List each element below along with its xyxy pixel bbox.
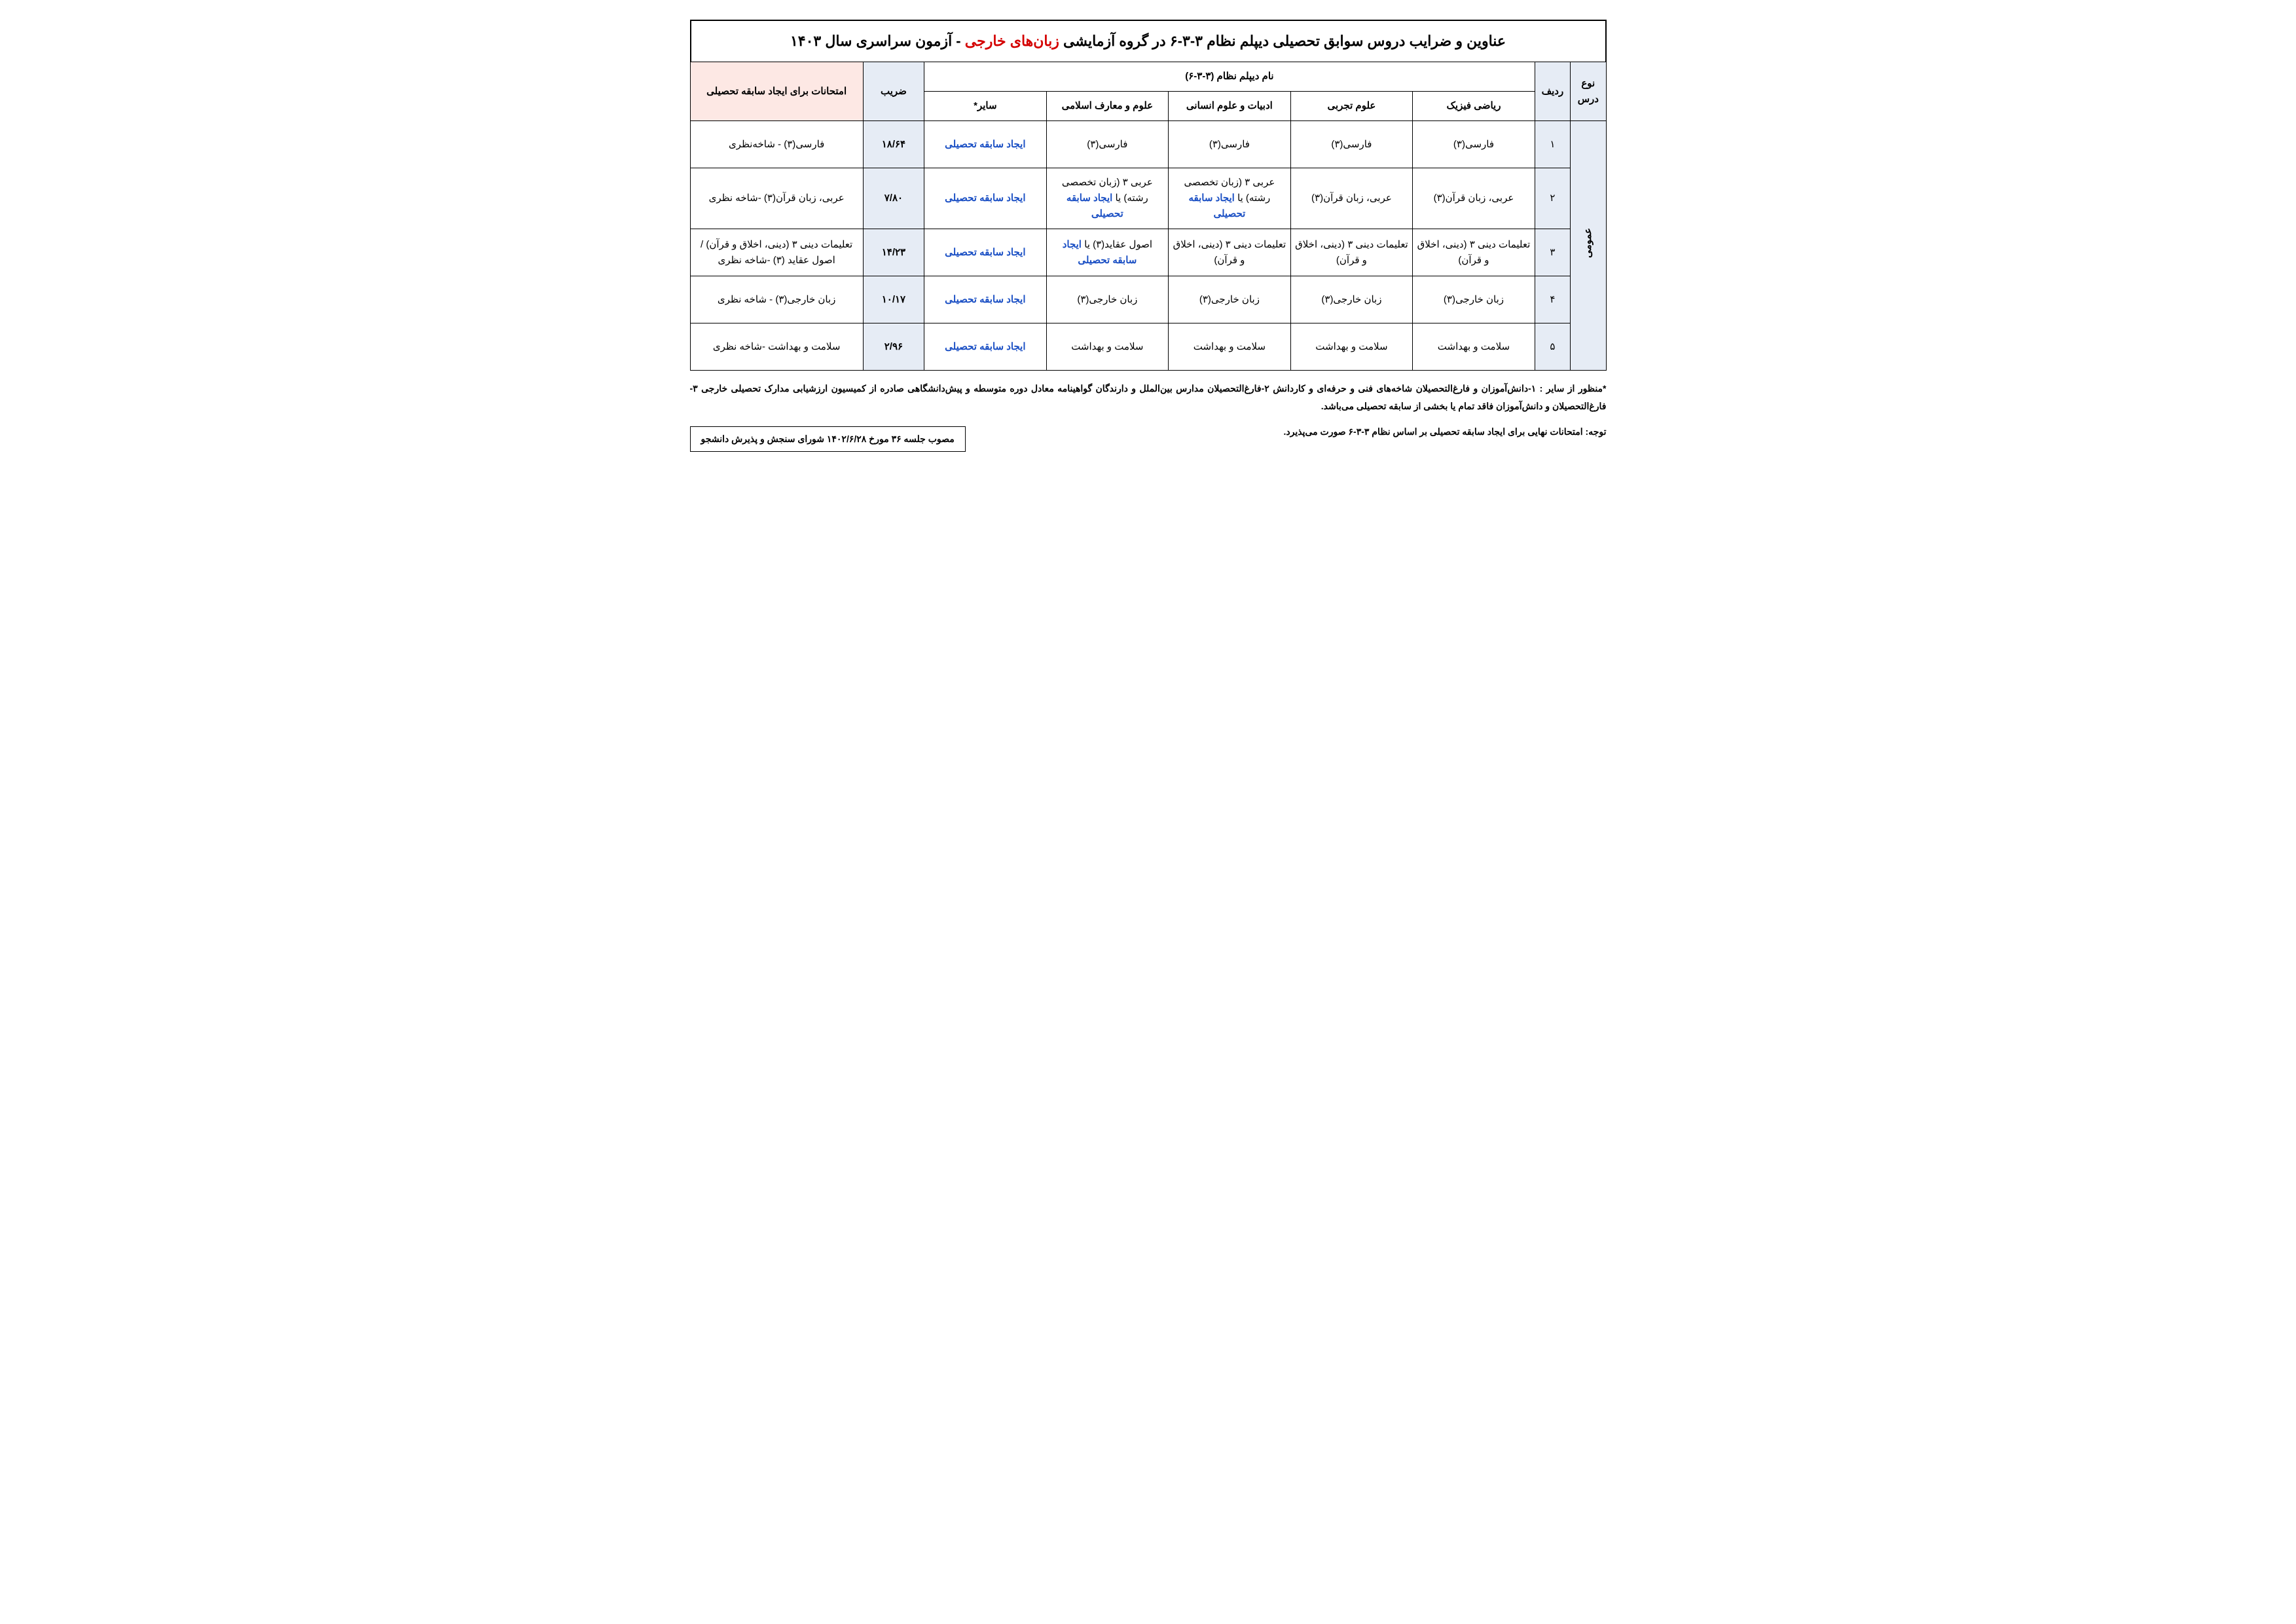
cell-other: ایجاد سابقه تحصیلی	[924, 276, 1047, 323]
header-hum: ادبیات و علوم انسانی	[1169, 92, 1291, 121]
cell-coef: ۱۰/۱۷	[863, 276, 924, 323]
cell-exam: سلامت و بهداشت -شاخه نظری	[690, 323, 863, 371]
cell-sci: سلامت و بهداشت	[1290, 323, 1413, 371]
cell-hum: زبان خارجی(۳)	[1169, 276, 1291, 323]
cell-sci: عربی، زبان قرآن(۳)	[1290, 168, 1413, 229]
cell-coef: ۷/۸۰	[863, 168, 924, 229]
cell-hum: فارسی(۳)	[1169, 121, 1291, 168]
note: توجه: امتحانات نهایی برای ایجاد سابقه تح…	[979, 426, 1607, 437]
courses-table: نوع درس ردیف نام دیپلم نظام (۳-۳-۶) ضریب…	[690, 62, 1607, 371]
cell-coef: ۱۸/۶۴	[863, 121, 924, 168]
cell-math: تعلیمات دینی ۳ (دینی، اخلاق و قرآن)	[1413, 229, 1535, 276]
cell-math: عربی، زبان قرآن(۳)	[1413, 168, 1535, 229]
row-number: ۱	[1535, 121, 1570, 168]
cell-exam: عربی، زبان قرآن(۳) -شاخه نظری	[690, 168, 863, 229]
cell-coef: ۱۴/۲۳	[863, 229, 924, 276]
cell-isl: زبان خارجی(۳)	[1046, 276, 1169, 323]
row-number: ۴	[1535, 276, 1570, 323]
footnote: *منظور از سایر : ۱-دانش‌آموزان و فارغ‌ال…	[690, 380, 1607, 415]
header-row: ردیف	[1535, 62, 1570, 121]
title-highlight: زبان‌های خارجی	[965, 33, 1059, 49]
cell-hum: تعلیمات دینی ۳ (دینی، اخلاق و قرآن)	[1169, 229, 1291, 276]
cell-isl: اصول عقاید(۳) یا ایجاد سابقه تحصیلی	[1046, 229, 1169, 276]
cell-math: فارسی(۳)	[1413, 121, 1535, 168]
bottom-row: توجه: امتحانات نهایی برای ایجاد سابقه تح…	[690, 426, 1607, 452]
type-cell: عمومی	[1571, 121, 1606, 371]
table-row: عمومی۱فارسی(۳)فارسی(۳)فارسی(۳)فارسی(۳)ای…	[690, 121, 1606, 168]
header-isl: علوم و معارف اسلامی	[1046, 92, 1169, 121]
cell-sci: زبان خارجی(۳)	[1290, 276, 1413, 323]
cell-exam: زبان خارجی(۳) - شاخه نظری	[690, 276, 863, 323]
header-sci: علوم تجربی	[1290, 92, 1413, 121]
cell-sci: فارسی(۳)	[1290, 121, 1413, 168]
cell-hum: سلامت و بهداشت	[1169, 323, 1291, 371]
cell-coef: ۲/۹۶	[863, 323, 924, 371]
cell-sci: تعلیمات دینی ۳ (دینی، اخلاق و قرآن)	[1290, 229, 1413, 276]
cell-other: ایجاد سابقه تحصیلی	[924, 121, 1047, 168]
title-pre: عناوین و ضرایب دروس سوابق تحصیلی دیپلم ن…	[1059, 33, 1506, 49]
row-number: ۵	[1535, 323, 1570, 371]
header-diploma-group: نام دیپلم نظام (۳-۳-۶)	[924, 62, 1535, 92]
header-exam: امتحانات برای ایجاد سابقه تحصیلی	[690, 62, 863, 121]
table-row: ۳تعلیمات دینی ۳ (دینی، اخلاق و قرآن)تعلی…	[690, 229, 1606, 276]
header-other: سایر*	[924, 92, 1047, 121]
title-post: - آزمون سراسری سال ۱۴۰۳	[790, 33, 961, 49]
title-container: عناوین و ضرایب دروس سوابق تحصیلی دیپلم ن…	[690, 20, 1607, 62]
cell-math: زبان خارجی(۳)	[1413, 276, 1535, 323]
table-row: ۲عربی، زبان قرآن(۳)عربی، زبان قرآن(۳)عرب…	[690, 168, 1606, 229]
type-label: عمومی	[1580, 228, 1596, 258]
row-number: ۳	[1535, 229, 1570, 276]
cell-hum: عربی ۳ (زبان تخصصی رشته) یا ایجاد سابقه …	[1169, 168, 1291, 229]
cell-isl: سلامت و بهداشت	[1046, 323, 1169, 371]
table-row: ۴زبان خارجی(۳)زبان خارجی(۳)زبان خارجی(۳)…	[690, 276, 1606, 323]
cell-other: ایجاد سابقه تحصیلی	[924, 229, 1047, 276]
header-type: نوع درس	[1571, 62, 1606, 121]
cell-isl: عربی ۳ (زبان تخصصی رشته) یا ایجاد سابقه …	[1046, 168, 1169, 229]
header-math: ریاضی فیزیک	[1413, 92, 1535, 121]
cell-other: ایجاد سابقه تحصیلی	[924, 323, 1047, 371]
cell-exam: تعلیمات دینی ۳ (دینی، اخلاق و قرآن) / اص…	[690, 229, 863, 276]
cell-other: ایجاد سابقه تحصیلی	[924, 168, 1047, 229]
table-row: ۵سلامت و بهداشتسلامت و بهداشتسلامت و بهد…	[690, 323, 1606, 371]
page-title: عناوین و ضرایب دروس سوابق تحصیلی دیپلم ن…	[691, 21, 1605, 62]
approval-box: مصوب جلسه ۳۶ مورخ ۱۴۰۲/۶/۲۸ شورای سنجش و…	[690, 426, 966, 452]
cell-math: سلامت و بهداشت	[1413, 323, 1535, 371]
cell-exam: فارسی(۳) - شاخه‌نظری	[690, 121, 863, 168]
header-coef: ضریب	[863, 62, 924, 121]
cell-isl: فارسی(۳)	[1046, 121, 1169, 168]
row-number: ۲	[1535, 168, 1570, 229]
